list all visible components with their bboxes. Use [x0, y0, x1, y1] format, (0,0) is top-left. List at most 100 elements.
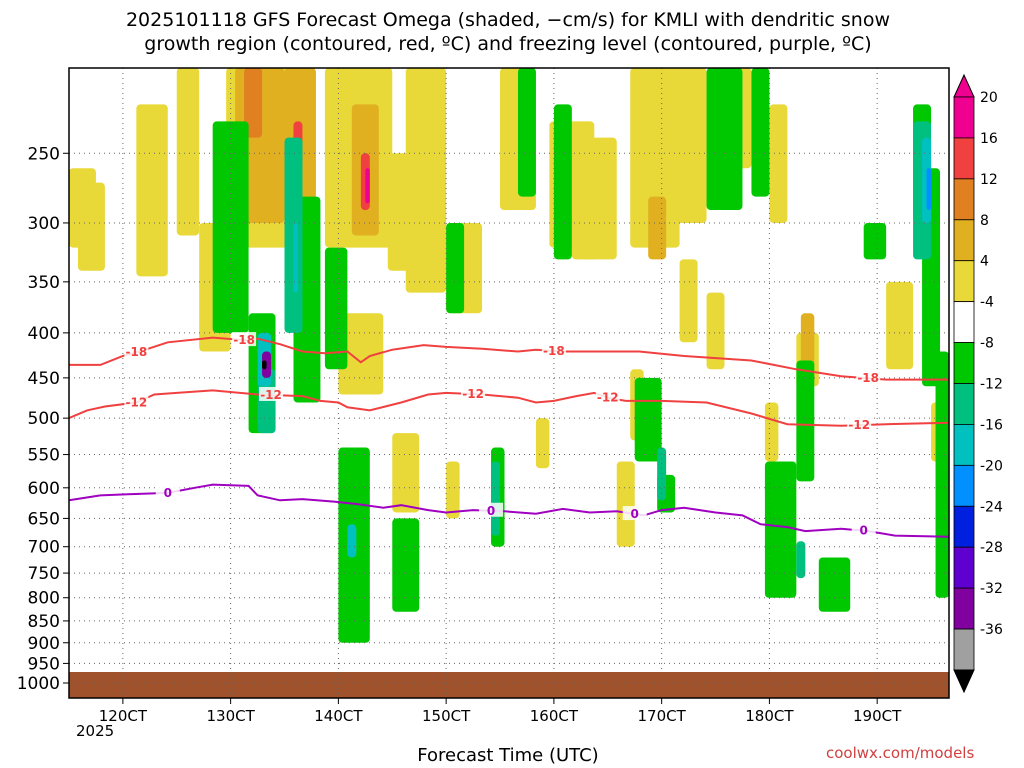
x-tick-label: 120CT	[99, 707, 148, 725]
colorbar-bin	[953, 383, 975, 425]
title-line-1: 2025101118 GFS Forecast Omega (shaded, −…	[125, 9, 891, 31]
omega-patch	[616, 461, 635, 547]
omega-patch	[212, 121, 249, 333]
contour-0	[68, 483, 950, 538]
y-tick-label: 350	[28, 273, 60, 293]
credit-link[interactable]: coolwx.com/models	[826, 744, 975, 762]
contour-label: 0	[860, 524, 868, 538]
x-tick-label: 180CT	[745, 707, 794, 725]
colorbar-bin	[953, 219, 975, 262]
omega-patch	[886, 281, 914, 370]
contour-label-bg	[622, 506, 647, 521]
omega-patch	[324, 247, 348, 370]
omega-patch	[365, 168, 370, 204]
omega-patch	[517, 68, 536, 197]
omega-patch	[769, 104, 788, 223]
y-tick-label: 850	[28, 612, 60, 632]
y-tick-label: 450	[28, 369, 60, 389]
omega-patch	[553, 104, 572, 260]
ground-layer	[69, 672, 949, 698]
colorbar-bin	[953, 587, 975, 630]
y-tick-label: 800	[28, 589, 60, 609]
colorbar-bin	[953, 424, 975, 466]
omega-patch	[706, 292, 725, 370]
x-tick-label: 130CT	[206, 707, 255, 725]
y-tick-label: 950	[28, 654, 60, 674]
colorbar-bin	[953, 96, 975, 139]
plot-frame	[68, 67, 950, 699]
contour--18	[69, 336, 949, 381]
colorbar-bin	[953, 505, 975, 548]
colorbar-bin	[953, 342, 975, 384]
x-tick-label: 190CT	[853, 707, 902, 725]
contour-label: -12	[848, 418, 870, 432]
colorbar-label: -8	[980, 336, 994, 352]
contour-label: -12	[126, 396, 148, 410]
contour-label: -12	[597, 391, 619, 405]
omega-patch	[630, 68, 680, 248]
omega-patch	[69, 168, 96, 248]
contour-label: -18	[233, 333, 255, 347]
omega-patch	[818, 557, 851, 612]
contour-label: -18	[543, 344, 565, 358]
omega-patch	[926, 168, 932, 210]
contour-label-bg	[259, 386, 284, 401]
contour--12	[68, 389, 950, 427]
omega-patch	[284, 137, 303, 333]
colorbar-bottom-arrow	[953, 669, 975, 694]
omega-patch	[800, 313, 815, 370]
contour-label-bg	[124, 344, 149, 359]
omega-patch	[863, 222, 887, 260]
x-tick-label: 140CT	[314, 707, 363, 725]
colorbar-bin	[953, 137, 975, 180]
omega-shading	[69, 68, 949, 643]
y-tick-label: 400	[28, 324, 60, 344]
omega-patch	[764, 461, 797, 598]
colorbar-bin	[953, 628, 975, 671]
contour-label-bg	[155, 484, 180, 499]
contour-label: 0	[631, 507, 639, 521]
colorbar-label: -32	[980, 581, 1003, 597]
x-tick-label: 170CT	[638, 707, 687, 725]
omega-patch	[262, 360, 267, 370]
omega-patch	[392, 518, 420, 612]
x-axis: 120CT 130CT 140CT 150CT 160CT 170CT 180CT 190CT	[99, 698, 902, 725]
x-tick-label: 160CT	[530, 707, 579, 725]
colorbar-top-arrow	[953, 73, 975, 98]
contour-label: 0	[164, 486, 172, 500]
omega-patch	[347, 524, 357, 558]
x-tick-label: 150CT	[422, 707, 471, 725]
contour-label: -12	[462, 387, 484, 401]
omega-patch	[392, 433, 420, 513]
omega-patch	[796, 541, 806, 579]
omega-patch	[446, 222, 465, 314]
y-tick-label: 500	[28, 409, 60, 429]
contour-label: -18	[126, 345, 148, 359]
omega-patch	[535, 418, 550, 469]
colorbar-bin	[953, 178, 975, 221]
y-tick-label: 300	[28, 214, 60, 234]
chart-title: 2025101118 GFS Forecast Omega (shaded, −…	[0, 8, 1016, 56]
omega-patch	[136, 104, 168, 277]
contour-label: -18	[857, 371, 879, 385]
y-tick-label: 250	[28, 144, 60, 164]
omega-patch	[491, 461, 501, 536]
omega-patch	[670, 68, 707, 223]
colorbar-label: -16	[980, 417, 1003, 433]
omega-patch	[679, 259, 698, 343]
grid-lines	[69, 68, 949, 698]
omega-patch	[446, 461, 460, 519]
omega-patch	[293, 222, 298, 293]
omega-patch	[634, 377, 662, 462]
omega-patch	[764, 402, 779, 462]
omega-patch	[338, 313, 384, 395]
colorbar-label: -20	[980, 458, 1003, 474]
omega-patch	[706, 68, 743, 210]
omega-patch	[796, 360, 815, 482]
omega-patch	[244, 68, 263, 138]
y-tick-label: 550	[28, 446, 60, 466]
colorbar-bin	[953, 260, 975, 303]
omega-patch	[935, 351, 949, 598]
ground-surface	[69, 672, 949, 698]
